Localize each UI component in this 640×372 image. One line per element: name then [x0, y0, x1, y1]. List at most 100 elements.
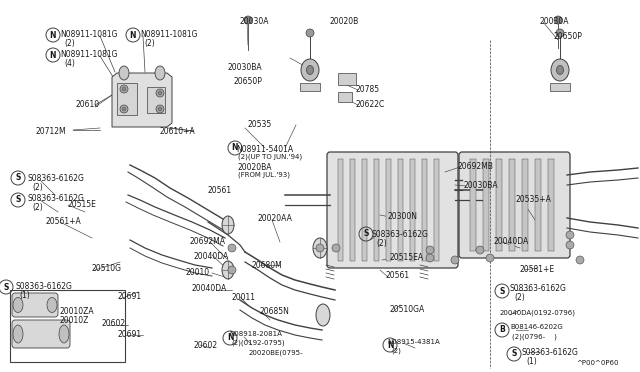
Circle shape [576, 256, 584, 264]
Ellipse shape [47, 298, 57, 312]
Text: S: S [3, 282, 9, 292]
Text: (2): (2) [32, 183, 43, 192]
Text: 20010: 20010 [186, 268, 210, 277]
Ellipse shape [59, 325, 69, 343]
Text: (2)(0192-0795): (2)(0192-0795) [231, 340, 285, 346]
Circle shape [244, 16, 252, 24]
Bar [535, 159, 541, 251]
Text: 20685N: 20685N [259, 307, 289, 316]
Text: S: S [364, 230, 369, 238]
Text: 20610+A: 20610+A [160, 127, 196, 136]
Text: 20650P: 20650P [234, 77, 263, 86]
Circle shape [451, 256, 459, 264]
Bar [496, 159, 502, 251]
Text: (2): (2) [514, 293, 525, 302]
Bar [10, 290, 125, 362]
Text: N08911-1081G: N08911-1081G [140, 30, 198, 39]
Circle shape [316, 244, 324, 252]
Bar [470, 159, 476, 251]
Text: 20712M: 20712M [36, 127, 67, 136]
Text: 20692MA: 20692MA [189, 237, 225, 246]
Circle shape [122, 87, 126, 91]
Text: (2): (2) [64, 39, 75, 48]
Text: ^P00^0P60: ^P00^0P60 [576, 360, 618, 366]
Ellipse shape [13, 325, 23, 343]
Text: 20020BE(0795-: 20020BE(0795- [249, 350, 303, 356]
Text: (FROM JUL.'93): (FROM JUL.'93) [238, 172, 290, 179]
Text: 20020AA: 20020AA [258, 214, 293, 223]
Text: 20602: 20602 [102, 319, 126, 328]
Text: (2): (2) [391, 348, 401, 355]
Circle shape [158, 107, 162, 111]
Text: 20030BA: 20030BA [228, 63, 262, 72]
Bar [550, 83, 570, 91]
Text: N08911-1081G: N08911-1081G [60, 50, 118, 59]
Text: 20010Z: 20010Z [60, 316, 90, 325]
Text: 20610: 20610 [75, 100, 99, 109]
Text: 20040DA(0192-0796): 20040DA(0192-0796) [500, 310, 576, 317]
Text: N: N [130, 31, 136, 39]
Text: 20785: 20785 [356, 85, 380, 94]
Text: 20040DA: 20040DA [192, 284, 227, 293]
Text: 20515EA: 20515EA [390, 253, 424, 262]
Ellipse shape [307, 65, 314, 74]
Text: S: S [511, 350, 516, 359]
Text: 20650P: 20650P [554, 32, 583, 41]
FancyBboxPatch shape [459, 152, 570, 258]
Text: S08363-6162G: S08363-6162G [522, 348, 579, 357]
Text: B08146-6202G: B08146-6202G [510, 324, 563, 330]
Text: (2): (2) [144, 39, 155, 48]
Text: 20040DA: 20040DA [194, 252, 229, 261]
Text: B: B [499, 326, 505, 334]
Ellipse shape [316, 304, 330, 326]
Text: 20535: 20535 [247, 120, 271, 129]
Text: 20602: 20602 [193, 341, 217, 350]
Text: 20692MB: 20692MB [458, 162, 494, 171]
Bar [338, 73, 356, 85]
Ellipse shape [557, 65, 563, 74]
Text: S08363-6162G: S08363-6162G [28, 174, 85, 183]
Circle shape [556, 29, 564, 37]
FancyBboxPatch shape [12, 320, 70, 348]
Text: 20011: 20011 [232, 293, 256, 302]
Text: 20691: 20691 [118, 292, 142, 301]
Circle shape [158, 91, 162, 95]
Text: N08911-5401A: N08911-5401A [236, 145, 293, 154]
Bar [350, 159, 355, 261]
Text: N: N [227, 334, 233, 343]
Text: (2): (2) [376, 239, 387, 248]
Text: 20561+A: 20561+A [46, 217, 82, 226]
Text: 20510G: 20510G [92, 264, 122, 273]
Text: (4): (4) [64, 59, 75, 68]
Text: 20622C: 20622C [356, 100, 385, 109]
Text: S08363-6162G: S08363-6162G [15, 282, 72, 291]
Ellipse shape [155, 66, 165, 80]
Bar [374, 159, 379, 261]
Text: 20010ZA: 20010ZA [60, 307, 95, 316]
Bar [362, 159, 367, 261]
Text: N: N [50, 31, 56, 39]
Circle shape [228, 266, 236, 274]
Bar [509, 159, 515, 251]
Text: (1): (1) [19, 291, 29, 300]
Polygon shape [112, 73, 172, 127]
Text: S08363-6162G: S08363-6162G [372, 230, 429, 239]
Ellipse shape [301, 59, 319, 81]
FancyBboxPatch shape [327, 152, 458, 268]
Text: S08363-6162G: S08363-6162G [510, 284, 567, 293]
Text: 20515E: 20515E [68, 200, 97, 209]
Circle shape [156, 105, 164, 113]
Circle shape [228, 244, 236, 252]
Text: 20020BA: 20020BA [238, 163, 273, 172]
Text: N: N [387, 340, 393, 350]
Text: N: N [232, 144, 238, 153]
Text: S08363-6162G: S08363-6162G [28, 194, 85, 203]
Circle shape [476, 246, 484, 254]
Text: S: S [499, 286, 505, 295]
Circle shape [486, 254, 494, 262]
Text: N08915-4381A: N08915-4381A [387, 339, 440, 345]
Circle shape [122, 107, 126, 111]
Bar [548, 159, 554, 251]
Text: (2)(0796-    ): (2)(0796- ) [512, 333, 557, 340]
Text: 20300N: 20300N [388, 212, 418, 221]
